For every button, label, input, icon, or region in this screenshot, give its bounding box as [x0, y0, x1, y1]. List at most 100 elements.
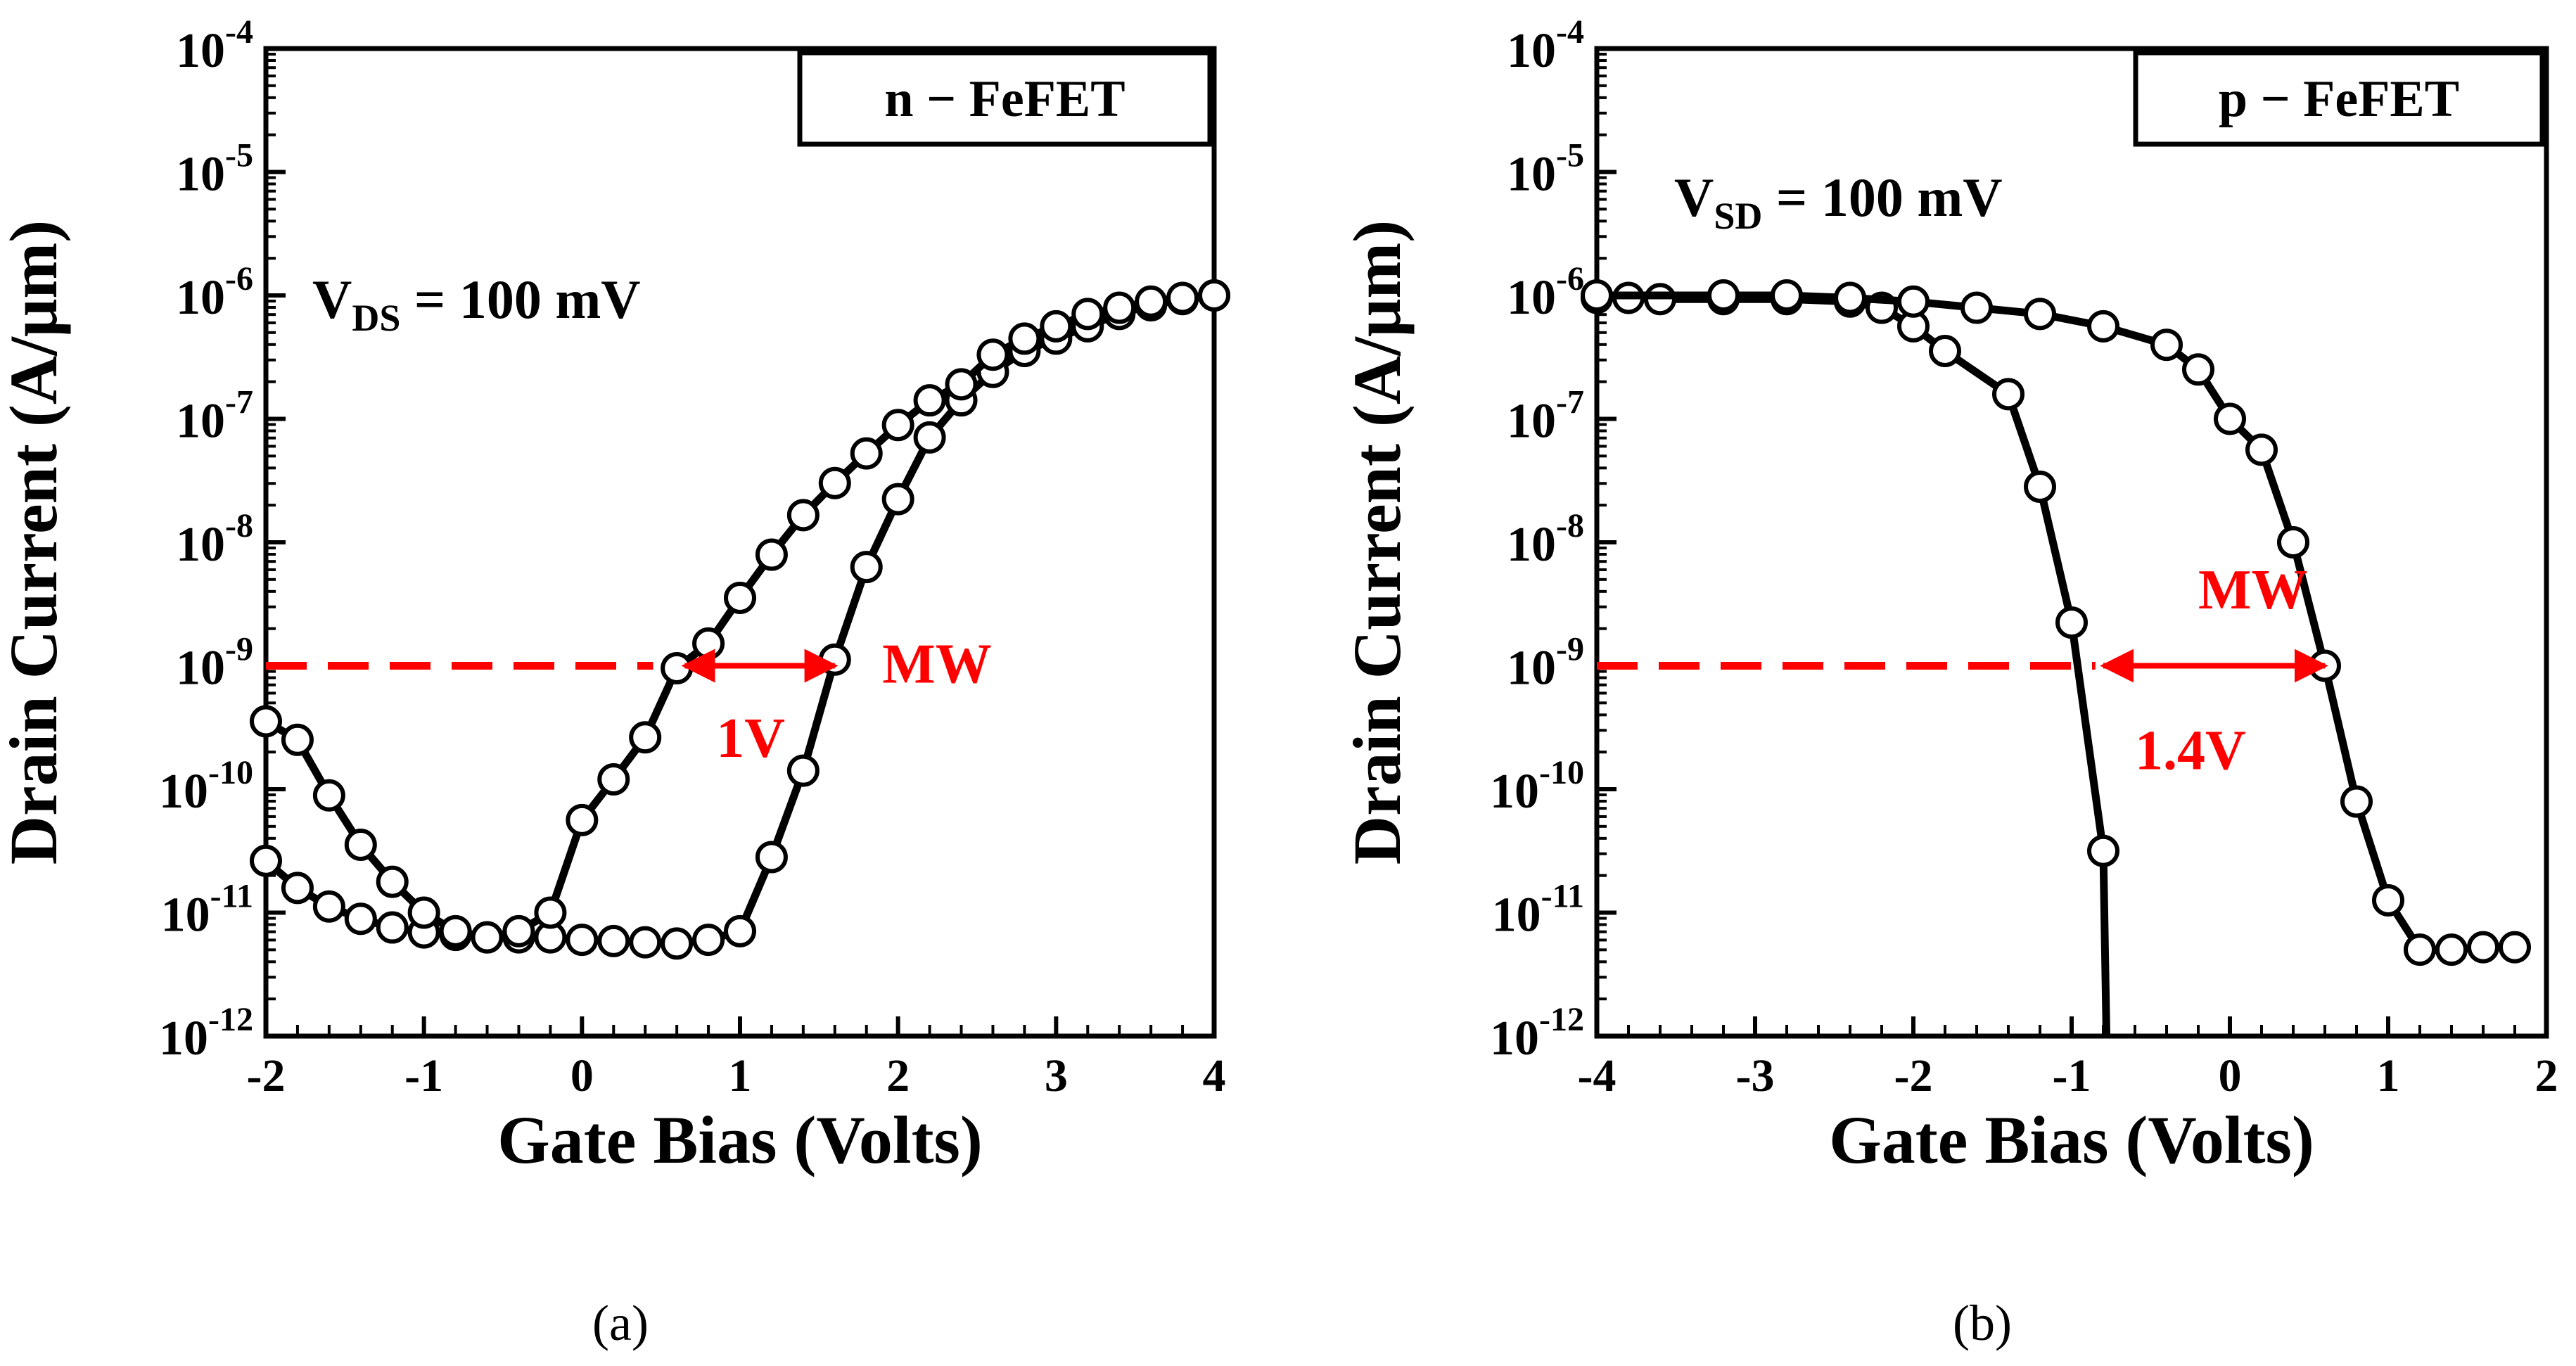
y-tick-base: 10: [176, 271, 225, 325]
data-point: [661, 927, 694, 960]
data-point: [1960, 291, 1993, 324]
y-tick-base: 10: [1490, 765, 1539, 819]
y-tick-label: 10-12: [159, 1001, 253, 1066]
data-point: [250, 705, 282, 738]
data-point: [439, 914, 472, 947]
condition-symbol: V: [312, 269, 352, 330]
data-point: [534, 896, 567, 929]
y-axis-title: Drain Current (A/μm): [1339, 220, 1415, 865]
y-tick-exponent: -10: [1539, 754, 1584, 791]
data-point: [2214, 402, 2246, 435]
y-tick-label: 10-10: [1490, 754, 1584, 819]
x-tick-label: -1: [2053, 1050, 2091, 1102]
x-tick-label: -4: [1578, 1050, 1617, 1102]
x-tick-label: 1: [2377, 1050, 2400, 1102]
data-point: [786, 499, 820, 532]
data-point: [945, 368, 978, 401]
y-tick-exponent: -8: [1556, 507, 1584, 544]
data-point: [376, 865, 409, 898]
y-tick-exponent: -12: [208, 1001, 253, 1038]
y-tick-label: 10-5: [176, 137, 253, 202]
y-tick-base: 10: [176, 641, 225, 696]
x-tick-label: 2: [2535, 1050, 2558, 1102]
data-point: [344, 828, 377, 861]
condition-subscript: DS: [352, 297, 400, 339]
y-tick-base: 10: [161, 888, 210, 943]
data-point: [692, 627, 725, 660]
panel-a: 10-410-510-610-710-810-910-1010-1110-12-…: [0, 13, 1230, 1351]
data-point: [2499, 931, 2531, 964]
data-point: [1992, 378, 2025, 411]
data-point: [976, 338, 1009, 371]
y-tick-base: 10: [159, 1011, 208, 1066]
y-tick-base: 10: [1492, 888, 1541, 943]
y-tick-exponent: -6: [225, 260, 253, 298]
y-tick-base: 10: [176, 148, 225, 202]
data-point: [1040, 309, 1073, 343]
y-tick-exponent: -9: [225, 631, 253, 668]
y-tick-label: 10-7: [176, 384, 253, 449]
condition-symbol: V: [1674, 167, 1714, 228]
y-tick-label: 10-7: [1507, 384, 1584, 449]
panel-b: 10-410-510-610-710-810-910-1010-1110-12-…: [1339, 13, 2558, 1351]
data-point: [1166, 281, 1199, 314]
y-tick-label: 10-9: [1507, 631, 1584, 696]
condition-label: VDS = 100 mV: [312, 269, 641, 339]
data-point: [850, 551, 883, 584]
data-point: [881, 483, 914, 516]
data-point: [692, 924, 725, 957]
series-line-1: [263, 291, 1215, 947]
data-point: [2245, 433, 2278, 466]
data-point: [2055, 606, 2088, 639]
y-tick-base: 10: [176, 24, 225, 78]
x-tick-label: -2: [247, 1050, 286, 1102]
data-point: [1771, 279, 1803, 312]
y-tick-label: 10-9: [176, 631, 253, 696]
data-point: [1707, 279, 1740, 312]
data-point: [2372, 883, 2404, 917]
data-point: [2277, 526, 2309, 558]
y-tick-label: 10-8: [176, 507, 253, 572]
data-point: [471, 921, 504, 954]
y-tick-exponent: -7: [1556, 384, 1584, 421]
data-point: [818, 466, 851, 499]
y-tick-label: 10-8: [1507, 507, 1584, 572]
data-point: [913, 421, 946, 454]
y-tick-exponent: -4: [225, 13, 253, 51]
data-point: [281, 872, 314, 905]
data-point: [566, 803, 599, 836]
x-tick-label: -1: [404, 1050, 443, 1102]
data-point: [881, 409, 914, 442]
legend-label: n − FeFET: [884, 70, 1125, 128]
y-tick-label: 10-10: [159, 754, 253, 819]
data-point: [786, 754, 820, 787]
data-point: [312, 890, 345, 923]
data-point: [1198, 279, 1230, 312]
data-point: [2024, 471, 2056, 504]
window-value-label: 1V: [716, 708, 785, 770]
x-tick-label: 0: [570, 1050, 594, 1102]
data-point: [2182, 353, 2214, 386]
y-tick-label: 10-5: [1507, 137, 1584, 202]
x-tick-label: -2: [1894, 1050, 1933, 1102]
data-point: [1103, 291, 1136, 324]
data-point: [1071, 298, 1104, 331]
data-point: [407, 896, 440, 929]
y-tick-base: 10: [1507, 24, 1556, 78]
data-point: [755, 841, 788, 874]
data-point: [566, 924, 599, 957]
y-tick-exponent: -4: [1556, 13, 1584, 51]
y-tick-exponent: -5: [1556, 137, 1584, 174]
y-tick-base: 10: [159, 765, 208, 819]
window-value-label: 1.4V: [2135, 720, 2246, 781]
mw-label: MW: [882, 634, 992, 696]
x-tick-label: 4: [1203, 1050, 1226, 1102]
x-tick-label: 3: [1045, 1050, 1068, 1102]
data-point: [376, 911, 409, 944]
data-point: [1897, 285, 1930, 318]
data-point: [281, 723, 314, 756]
data-point: [724, 914, 756, 947]
y-tick-label: 10-11: [161, 878, 253, 943]
plot-frame: [263, 46, 1217, 1039]
y-tick-base: 10: [1490, 1011, 1539, 1066]
